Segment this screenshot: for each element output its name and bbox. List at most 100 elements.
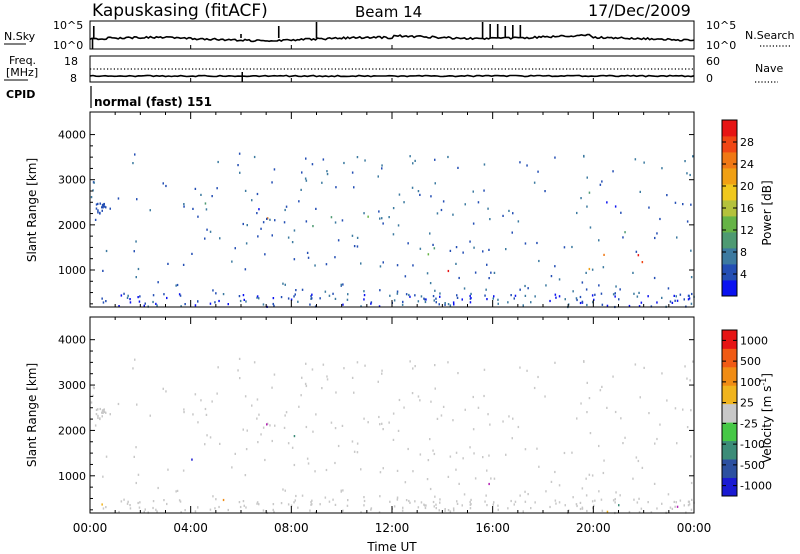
- power-cell: [156, 304, 158, 307]
- power-cell: [217, 160, 219, 164]
- power-cell: [238, 295, 241, 298]
- velocity-cell: [654, 442, 656, 445]
- power-cell: [256, 192, 259, 196]
- velocity-cell: [524, 448, 527, 451]
- velocity-cell: [432, 449, 434, 452]
- power-cell: [377, 175, 379, 178]
- nsky-panel: N.Sky 10^5 10^0 10^5 10^0 N.Search: [4, 19, 795, 52]
- power-cell: [290, 298, 293, 301]
- velocity-cell: [167, 468, 169, 471]
- power-cell: [341, 219, 344, 222]
- power-cell: [401, 303, 404, 306]
- power-cell: [272, 302, 274, 306]
- velocity-cell: [273, 510, 275, 513]
- velocity-cell: [463, 493, 466, 496]
- power-cell: [180, 305, 182, 308]
- velocity-cell: [363, 417, 365, 420]
- power-cell: [452, 301, 455, 304]
- velocity-cell: [341, 424, 344, 427]
- power-cell: [647, 295, 649, 298]
- power-cell: [419, 247, 422, 250]
- velocity-cell: [472, 428, 475, 431]
- power-cell: [382, 261, 384, 264]
- power-cell: [328, 294, 331, 297]
- power-cell: [458, 276, 460, 280]
- power-cell: [243, 298, 245, 301]
- power-cell: [624, 231, 626, 234]
- velocity-cell: [439, 501, 441, 504]
- power-cell: [123, 292, 125, 295]
- y-tick-label: 2000: [58, 219, 86, 232]
- velocity-cell: [485, 494, 487, 497]
- power-cell: [669, 300, 672, 303]
- velocity-cell: [510, 499, 512, 503]
- velocity-cell: [242, 428, 244, 431]
- velocity-cell: [381, 372, 383, 375]
- power-cell: [414, 159, 416, 162]
- velocity-cell: [137, 501, 139, 505]
- velocity-cell: [581, 506, 584, 509]
- power-cell: [293, 229, 296, 232]
- power-cell: [638, 305, 641, 308]
- velocity-cell: [149, 414, 151, 417]
- velocity-cell: [178, 499, 181, 502]
- power-cell: [305, 220, 308, 223]
- power-cell: [687, 298, 690, 301]
- velocity-cell: [378, 511, 381, 514]
- colorbar-tick-label: 500: [740, 355, 761, 368]
- velocity-cell: [402, 506, 404, 509]
- velocity-cell: [576, 504, 578, 508]
- velocity-cell: [109, 413, 111, 416]
- power-frame: [89, 111, 695, 308]
- power-cell: [447, 303, 450, 306]
- power-cell: [393, 299, 396, 302]
- velocity-cell: [269, 424, 271, 427]
- velocity-cell: [204, 407, 207, 411]
- power-cell: [392, 233, 395, 236]
- velocity-cell: [351, 440, 354, 443]
- power-cell: [152, 294, 155, 297]
- power-cell: [488, 248, 490, 251]
- velocity-cell: [274, 424, 276, 427]
- power-cell: [492, 297, 494, 300]
- colorbar-tick-label: 8: [740, 246, 747, 259]
- velocity-cell: [102, 475, 104, 478]
- velocity-cell: [282, 488, 284, 491]
- velocity-cell: [488, 482, 490, 486]
- power-cell: [144, 302, 146, 305]
- power-cell: [433, 247, 436, 250]
- velocity-cell: [586, 381, 588, 384]
- velocity-cell: [673, 500, 675, 503]
- cpid-label: CPID: [6, 88, 35, 101]
- velocity-cell: [576, 417, 578, 420]
- power-cell: [244, 268, 247, 271]
- power-cell: [585, 288, 588, 291]
- velocity-cell: [688, 503, 691, 506]
- power-cell: [554, 265, 556, 268]
- velocity-cell: [633, 498, 635, 501]
- power-cell: [238, 152, 241, 155]
- colorbar-tick-label: 28: [740, 136, 754, 149]
- velocity-cell: [334, 461, 336, 465]
- colorbar-tick-label: 100: [740, 376, 761, 389]
- velocity-cell: [310, 501, 312, 504]
- power-cell: [212, 289, 214, 292]
- velocity-cell: [183, 411, 185, 414]
- velocity-cell: [307, 462, 310, 465]
- power-cell: [367, 215, 369, 218]
- power-cell: [554, 156, 556, 159]
- velocity-cell: [162, 387, 164, 390]
- power-cell: [245, 242, 248, 245]
- velocity-cell: [474, 477, 477, 480]
- power-cell: [165, 184, 167, 188]
- velocity-cell: [558, 501, 561, 504]
- power-cell: [132, 162, 134, 165]
- velocity-cell: [192, 413, 194, 416]
- power-cell: [92, 189, 94, 192]
- power-cell: [497, 298, 499, 301]
- power-cell: [94, 218, 97, 221]
- power-cell: [614, 295, 616, 298]
- velocity-cell: [134, 358, 136, 361]
- power-cell: [488, 277, 490, 280]
- velocity-cell: [435, 503, 437, 506]
